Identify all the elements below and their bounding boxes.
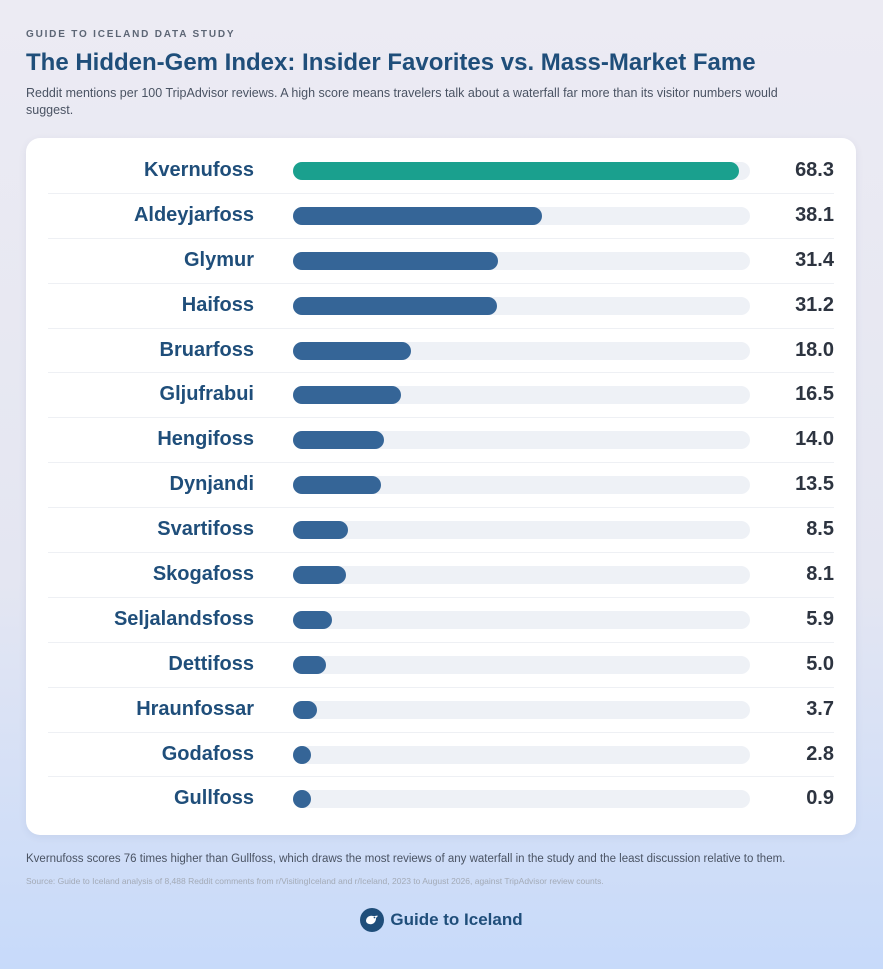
bar: [293, 566, 346, 585]
bar: [293, 476, 382, 495]
brand-name: Guide to Iceland: [390, 910, 523, 929]
bar: [293, 206, 542, 225]
bar-track: [293, 296, 750, 315]
bar: [293, 745, 312, 764]
puffin-logo-icon: [360, 908, 385, 932]
bar-value-label: 16.5: [795, 383, 834, 406]
bar: [293, 296, 497, 315]
bar-label: Godafoss: [161, 742, 254, 765]
bar-row: Seljalandsfoss 5.9: [48, 598, 834, 643]
bar-row: Svartifoss 8.5: [48, 508, 834, 554]
bar-label: Hengifoss: [157, 428, 254, 451]
bar-value-label: 13.5: [795, 473, 834, 496]
bar-value-label: 8.1: [806, 563, 834, 586]
bar: [293, 790, 311, 809]
bar-row: Godafoss 2.8: [48, 733, 834, 778]
chart-subtitle: Reddit mentions per 100 TripAdvisor revi…: [26, 86, 778, 117]
bar-label: Glymur: [183, 248, 254, 271]
bar-value-label: 8.5: [806, 518, 834, 541]
bar-label: Gullfoss: [173, 787, 254, 810]
bar-label: Haifoss: [181, 293, 254, 316]
bar-track: [293, 476, 750, 495]
chart-title: The Hidden-Gem Index: Insider Favorites …: [26, 49, 756, 76]
bar-track: [293, 745, 750, 764]
bar-value-label: 14.0: [795, 428, 834, 451]
bar-rows: Kvernufoss 68.3 Aldeyjarfoss 38.1 Glymur 31.4…: [26, 149, 856, 821]
bar-value-label: 18.0: [795, 338, 834, 361]
bar-label: Aldeyjarfoss: [133, 203, 254, 226]
bar-row: Kvernufoss 68.3: [48, 149, 834, 194]
bar-label: Svartifoss: [157, 518, 254, 541]
bar-value-label: 5.9: [806, 607, 834, 630]
bar-row: Aldeyjarfoss 38.1: [48, 194, 834, 239]
bar-track: [293, 251, 750, 270]
bar-track: [293, 610, 750, 629]
bar-value-label: 0.9: [806, 787, 834, 810]
bar: [293, 610, 332, 629]
bar-track: [293, 386, 750, 405]
bar-label: Gljufrabui: [159, 383, 254, 406]
bar-value-label: 31.4: [795, 248, 834, 271]
footnote: Kvernufoss scores 76 times higher than G…: [26, 853, 786, 865]
bar-value-label: 3.7: [806, 697, 834, 720]
bar-label: Seljalandsfoss: [113, 607, 254, 630]
bar: [293, 386, 401, 405]
bar: [293, 431, 385, 450]
bar-track: [293, 521, 750, 540]
bar-value-label: 31.2: [795, 293, 834, 316]
bar-row: Bruarfoss 18.0: [48, 329, 834, 374]
bar: [293, 655, 326, 674]
bar-value-label: 2.8: [806, 742, 834, 765]
bar-label: Hraunfossar: [136, 697, 254, 720]
bar-row: Gljufrabui 16.5: [48, 373, 834, 419]
bar-row: Skogafoss 8.1: [48, 553, 834, 598]
bar-value-label: 38.1: [795, 203, 834, 226]
bar-label: Kvernufoss: [143, 159, 254, 181]
bar-track: [293, 566, 750, 585]
bar-row: Dynjandi 13.5: [48, 463, 834, 509]
bar-label: Skogafoss: [152, 563, 254, 586]
bar-row: Haifoss 31.2: [48, 284, 834, 329]
bar-track: [293, 206, 750, 225]
bar-row: Glymur 31.4: [48, 239, 834, 284]
bar: [293, 251, 498, 270]
bar-label: Bruarfoss: [159, 338, 254, 361]
chart-card: Kvernufoss 68.3 Aldeyjarfoss 38.1 Glymur 31.4…: [26, 138, 856, 835]
bar: [293, 700, 318, 719]
bar-track: [293, 431, 750, 450]
bar: [293, 162, 739, 180]
bar-track: [293, 341, 750, 360]
bar-track: [293, 790, 750, 809]
bar-track: [293, 655, 750, 674]
source-note: Source: Guide to Iceland analysis of 8,4…: [26, 876, 604, 886]
bar-label: Dettifoss: [168, 652, 254, 675]
bar-value-label: 68.3: [795, 159, 834, 181]
bar-track: [293, 700, 750, 719]
bar-row: Dettifoss 5.0: [48, 643, 834, 688]
bar-row: Hengifoss 14.0: [48, 418, 834, 464]
bar-row: Gullfoss 0.9: [48, 777, 834, 821]
bar-track: [293, 162, 750, 180]
brand-logo[interactable]: Guide to Iceland: [0, 908, 883, 932]
kicker: GUIDE TO ICELAND DATA STUDY: [26, 29, 236, 40]
bar-value-label: 5.0: [806, 652, 834, 675]
bar-row: Hraunfossar 3.7: [48, 688, 834, 733]
bar: [293, 341, 411, 360]
bar-label: Dynjandi: [169, 473, 254, 496]
bar: [293, 521, 349, 540]
